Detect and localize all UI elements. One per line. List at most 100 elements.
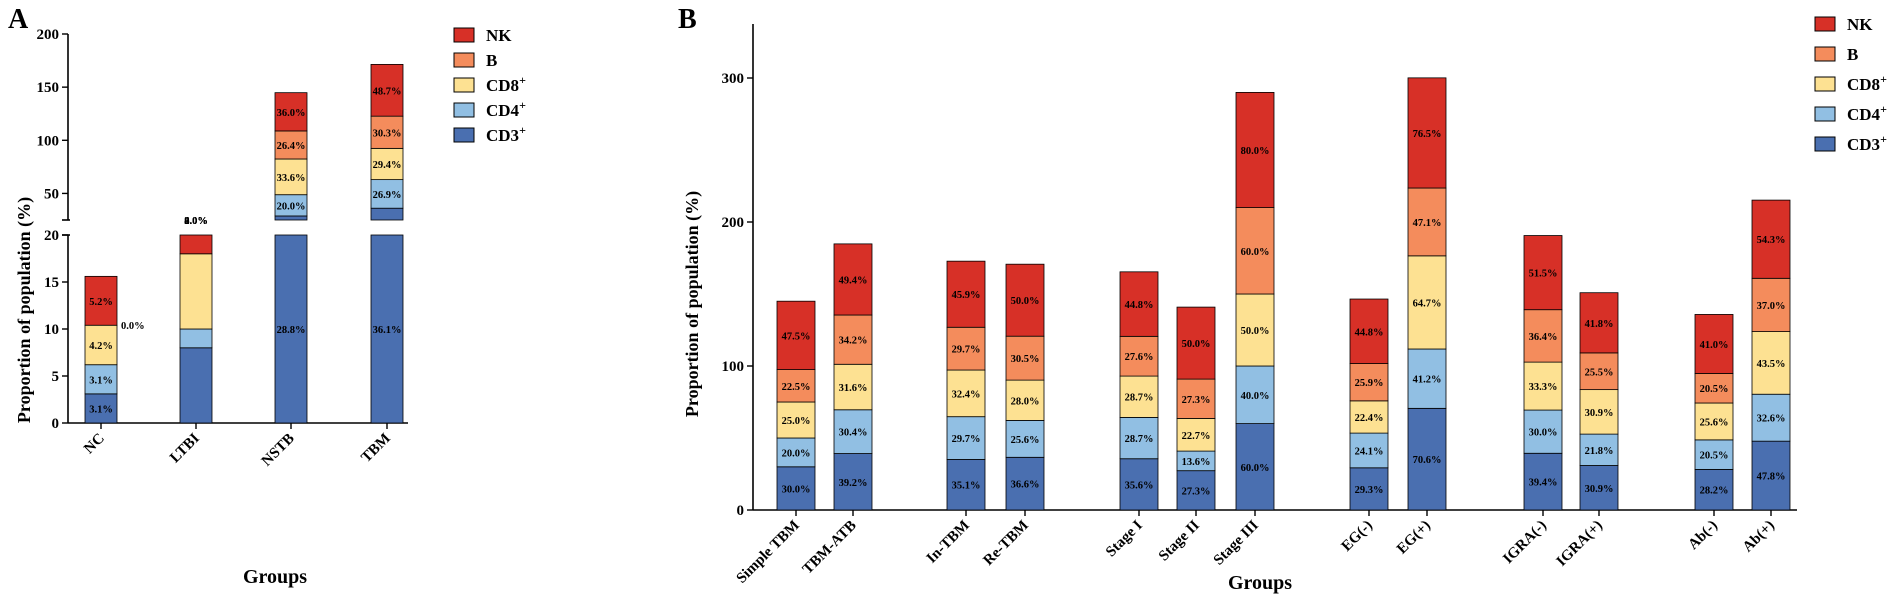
data-label-tbm-cd8: 29.4%: [373, 160, 402, 171]
data-label-nc-cd4: 3.1%: [89, 375, 113, 386]
data-label-nstb-cd3: 28.8%: [277, 325, 306, 336]
data-label-eg-b: 25.9%: [1355, 378, 1384, 389]
data-label-in-tbm-cd4: 29.7%: [952, 434, 981, 445]
bar-nc-nk: [84, 275, 118, 326]
bar-in-tbm-b: [946, 326, 986, 371]
data-label-tbm-atb-nk: 49.4%: [839, 275, 868, 286]
data-label-nc-nk: 5.2%: [89, 297, 113, 308]
bar-eg-cd4: [1407, 348, 1447, 409]
bar-eg-b: [1349, 363, 1389, 402]
x-tick-label-stage-i: Stage I: [1103, 517, 1146, 560]
data-label-re-tbm-cd3: 36.6%: [1011, 480, 1040, 491]
bar-igra-nk: [1523, 235, 1563, 311]
data-label-nstb-nk: 36.0%: [277, 108, 306, 119]
panel-a-bars: 3.1%3.1%4.2%0.0%5.2%8.0%2.0%8.0%0.0%4.0%…: [84, 63, 404, 424]
data-label-ab-cd4: 32.6%: [1757, 414, 1786, 425]
x-tick-label-ab: Ab(-): [1685, 518, 1720, 553]
bar-igra-cd3: [1523, 452, 1563, 511]
data-label-ab-b: 20.5%: [1700, 384, 1729, 395]
data-label-eg-nk: 44.8%: [1355, 327, 1384, 338]
bar-igra-cd3: [1579, 465, 1619, 511]
y-tick-label: 10: [44, 322, 59, 338]
data-label-simple-tbm-b: 22.5%: [782, 382, 811, 393]
data-label-nstb-cd4: 20.0%: [277, 201, 306, 212]
legend-label-b: B: [1847, 45, 1858, 64]
bar-igra-cd8: [1579, 389, 1619, 435]
bar-ab-b: [1694, 373, 1734, 404]
bar-tbm-nk-upper: [370, 63, 404, 117]
x-tick-label-ltbi: LTBI: [167, 430, 203, 466]
panel-b: B Proportion of population (%) Groups 0 1…: [678, 4, 1887, 594]
bar-tbm-atb-cd4: [833, 409, 873, 454]
data-label-re-tbm-nk: 50.0%: [1011, 296, 1040, 307]
legend-label-cd8: CD8+: [1847, 72, 1887, 94]
bar-in-tbm-cd8: [946, 369, 986, 418]
panel-a-xlabel: Groups: [243, 566, 307, 588]
legend-label-cd8: CD8+: [486, 73, 526, 95]
data-label-igra-nk: 41.8%: [1585, 319, 1614, 330]
bar-ab-cd4: [1694, 439, 1734, 470]
data-label-ab-cd4: 20.5%: [1700, 451, 1729, 462]
bar-simple-tbm-cd3: [776, 466, 816, 511]
data-label-eg-nk: 76.5%: [1413, 129, 1442, 140]
y-tick-label: 15: [44, 275, 59, 291]
bar-igra-cd4: [1523, 409, 1563, 454]
bar-eg-b: [1407, 187, 1447, 257]
data-label-simple-tbm-cd3: 30.0%: [782, 484, 811, 495]
bar-ab-cd3: [1751, 440, 1791, 511]
bar-stage-iii-cd3: [1235, 423, 1275, 511]
data-label-ab-cd8: 43.5%: [1757, 359, 1786, 370]
data-label-tbm-b: 30.3%: [373, 128, 402, 139]
data-label-re-tbm-b: 30.5%: [1011, 354, 1040, 365]
bar-nstb-b-upper: [274, 130, 308, 160]
bar-simple-tbm-cd8: [776, 401, 816, 439]
x-tick-label-nc: NC: [81, 431, 108, 458]
bar-eg-nk: [1407, 77, 1447, 189]
bar-eg-cd8: [1349, 400, 1389, 434]
data-label-ltbi-cd8: 8.0%: [184, 216, 208, 227]
data-label-tbm-atb-cd3: 39.2%: [839, 478, 868, 489]
data-label-stage-ii-nk: 50.0%: [1182, 339, 1211, 350]
data-label-eg-cd3: 70.6%: [1413, 455, 1442, 466]
data-label-stage-ii-cd4: 13.6%: [1182, 457, 1211, 468]
data-label-ab-b: 37.0%: [1757, 301, 1786, 312]
data-label-ab-cd3: 28.2%: [1700, 486, 1729, 497]
data-label-stage-i-cd4: 28.7%: [1125, 434, 1154, 445]
data-label-stage-iii-b: 60.0%: [1241, 247, 1270, 258]
legend-swatch-b: [453, 52, 475, 68]
y-tick-label: 150: [37, 80, 60, 96]
panel-a-legend: NK B CD8+ CD4+ CD3+: [453, 26, 526, 145]
y-tick-label: 5: [52, 369, 60, 385]
data-label-tbm-atb-b: 34.2%: [839, 336, 868, 347]
legend-swatch-b: [1814, 46, 1836, 62]
data-label-nc-cd3: 3.1%: [89, 404, 113, 415]
legend-label-cd4: CD4+: [1847, 102, 1887, 124]
legend-swatch-nk: [1814, 16, 1836, 32]
data-label-igra-b: 36.4%: [1529, 332, 1558, 343]
bar-stage-i-cd3: [1119, 458, 1159, 511]
data-label-stage-i-b: 27.6%: [1125, 352, 1154, 363]
panel-b-legend: NK B CD8+ CD4+ CD3+: [1814, 15, 1887, 154]
data-label-simple-tbm-nk: 47.5%: [782, 331, 811, 342]
data-label-igra-cd8: 33.3%: [1529, 382, 1558, 393]
data-label-ltbi-cd4: 2.0%: [184, 216, 208, 227]
legend-label-cd4: CD4+: [486, 98, 526, 120]
y-tick-label: 200: [37, 27, 60, 43]
data-label-eg-cd4: 24.1%: [1355, 446, 1384, 457]
bar-igra-cd4: [1579, 433, 1619, 466]
bar-eg-nk: [1349, 298, 1389, 364]
x-tick-label-in-tbm: In-TBM: [924, 518, 973, 567]
panel-a-ylabel: Proportion of population (%): [14, 197, 35, 423]
bar-eg-cd4: [1349, 432, 1389, 469]
data-label-igra-nk: 51.5%: [1529, 269, 1558, 280]
bar-stage-iii-b: [1235, 207, 1275, 295]
bar-nstb-cd3-upper: [274, 215, 308, 221]
x-tick-label-re-tbm: Re-TBM: [980, 518, 1031, 569]
data-label-nstb-b: 26.4%: [277, 141, 306, 152]
bar-ab-b: [1751, 277, 1791, 332]
data-label-tbm-nk: 48.7%: [373, 86, 402, 97]
y-tick-label: 200: [722, 215, 745, 231]
panel-b-bars: 30.0% 20.0% 25.0% 22.5% 47.5% 39.2% 30.4% 31.6%…: [776, 77, 1791, 511]
bar-simple-tbm-cd4: [776, 437, 816, 468]
